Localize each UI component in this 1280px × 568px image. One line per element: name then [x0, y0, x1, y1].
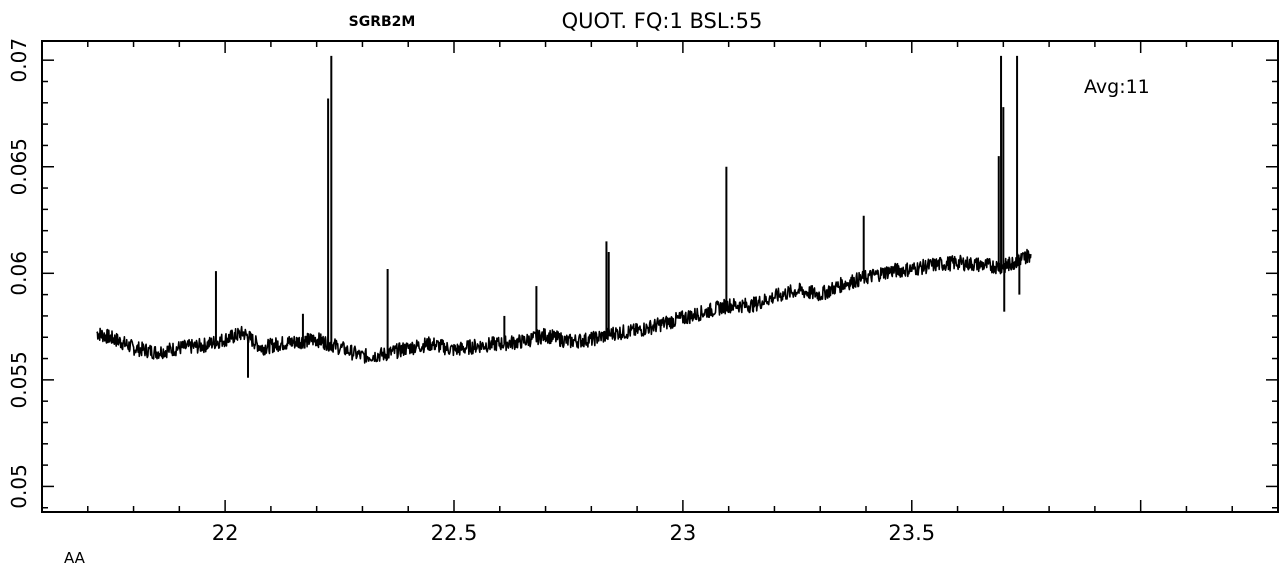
y-tick-labels: 0.05 0.055 0.06 0.065 0.07	[7, 38, 31, 509]
x-tick-label: 23.5	[888, 521, 935, 545]
y-tick-label: 0.07	[7, 38, 31, 83]
avg-annotation: Avg:11	[1084, 76, 1150, 98]
y-tick-label: 0.065	[7, 138, 31, 195]
axis-ticks	[41, 41, 1279, 512]
series-lines	[96, 248, 1032, 364]
spectral-spikes	[214, 55, 1021, 378]
y-tick-label: 0.055	[7, 351, 31, 408]
x-tick-label: 23	[670, 521, 697, 545]
x-tick-labels: 22 22.5 23 23.5	[212, 521, 935, 545]
spectrum-line	[96, 248, 1032, 364]
y-tick-label: 0.06	[7, 251, 31, 296]
x-tick-label: 22	[212, 521, 239, 545]
plot-frame	[41, 40, 1279, 513]
chart-title: QUOT. FQ:1 BSL:55	[562, 9, 763, 33]
x-tick-label: 22.5	[431, 521, 478, 545]
y-tick-label: 0.05	[7, 464, 31, 509]
source-name: SGRB2M	[349, 14, 416, 30]
x-unit-label: AA	[64, 549, 86, 567]
